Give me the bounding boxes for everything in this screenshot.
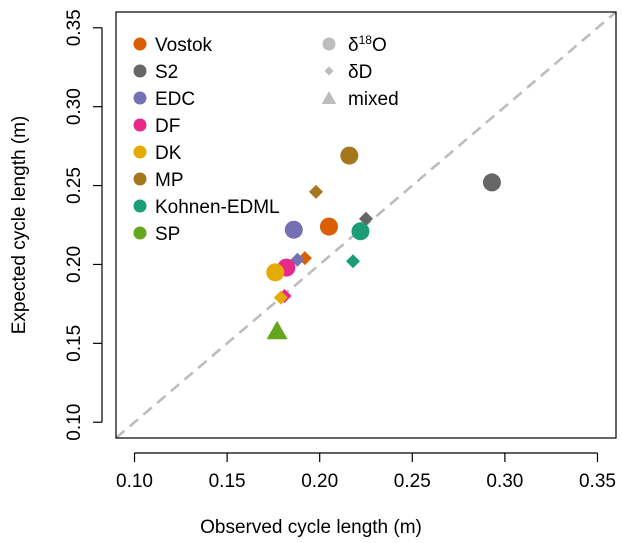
legend-label: DK [155, 143, 182, 164]
legend-proxy-label: δD [348, 62, 372, 83]
legend-swatch-s2 [133, 64, 147, 78]
legend-proxy-superscript: 18 [359, 33, 373, 47]
x-tick-label: 0.15 [209, 471, 246, 492]
data-point-mp-circle [340, 146, 359, 165]
legend-swatch-df [133, 118, 147, 132]
data-point-s2-diamond [359, 211, 373, 226]
legend-label: SP [155, 224, 180, 245]
legend-swatch-triangle [321, 91, 337, 104]
x-axis-title: Observed cycle length (m) [200, 517, 422, 538]
legend-proxy-label: mixed [348, 89, 399, 110]
legend-label: Vostok [155, 35, 213, 56]
plot-frame [115, 11, 617, 439]
data-point-kohnen-edml-diamond [346, 254, 361, 269]
y-tick-label: 0.35 [64, 9, 85, 46]
y-tick-label: 0.25 [64, 167, 85, 204]
data-point-edc-circle [284, 220, 303, 239]
legend-label: Kohnen-EDML [155, 197, 280, 218]
legend-proxy-text: δD [348, 62, 372, 83]
legend-swatch-circle [322, 37, 336, 51]
legend-swatch-mp [133, 172, 147, 186]
y-tick-label: 0.20 [64, 246, 85, 283]
legend-swatch-sp [133, 226, 147, 240]
x-tick-label: 0.20 [301, 471, 338, 492]
data-point-sp-triangle [266, 320, 288, 340]
legend-swatch-edc [133, 91, 147, 105]
y-tick-label: 0.30 [64, 88, 85, 125]
y-axis-title: Expected cycle length (m) [9, 116, 30, 335]
data-point-s2-circle [482, 173, 501, 192]
legend-proxy-tail: O [372, 35, 387, 56]
y-tick-label: 0.15 [64, 325, 85, 362]
y-tick-label: 0.10 [64, 404, 85, 441]
legend-label: DF [155, 116, 180, 137]
x-tick-label: 0.35 [579, 471, 616, 492]
legend-proxy-label: δ18O [348, 33, 387, 56]
legend-label: S2 [155, 62, 178, 83]
x-tick-label: 0.25 [394, 471, 431, 492]
legend-label: EDC [155, 89, 195, 110]
data-point-mp-diamond [309, 184, 323, 199]
legend-label: MP [155, 170, 184, 191]
legend-proxy-text: δ [348, 35, 359, 56]
legend-proxy-text: mixed [348, 89, 399, 110]
legend-swatch-dk [133, 145, 147, 159]
legend-swatch-kohnen-edml [133, 199, 147, 213]
x-tick-label: 0.30 [486, 471, 523, 492]
data-point-dk-diamond [273, 290, 288, 305]
legend-swatch-diamond [324, 66, 334, 76]
data-point-dk-circle [266, 263, 285, 282]
data-point-kohnen-edml-circle [351, 222, 370, 241]
x-tick-label: 0.10 [116, 471, 153, 492]
legend-swatch-vostok [133, 37, 147, 51]
data-point-vostok-circle [319, 217, 338, 236]
